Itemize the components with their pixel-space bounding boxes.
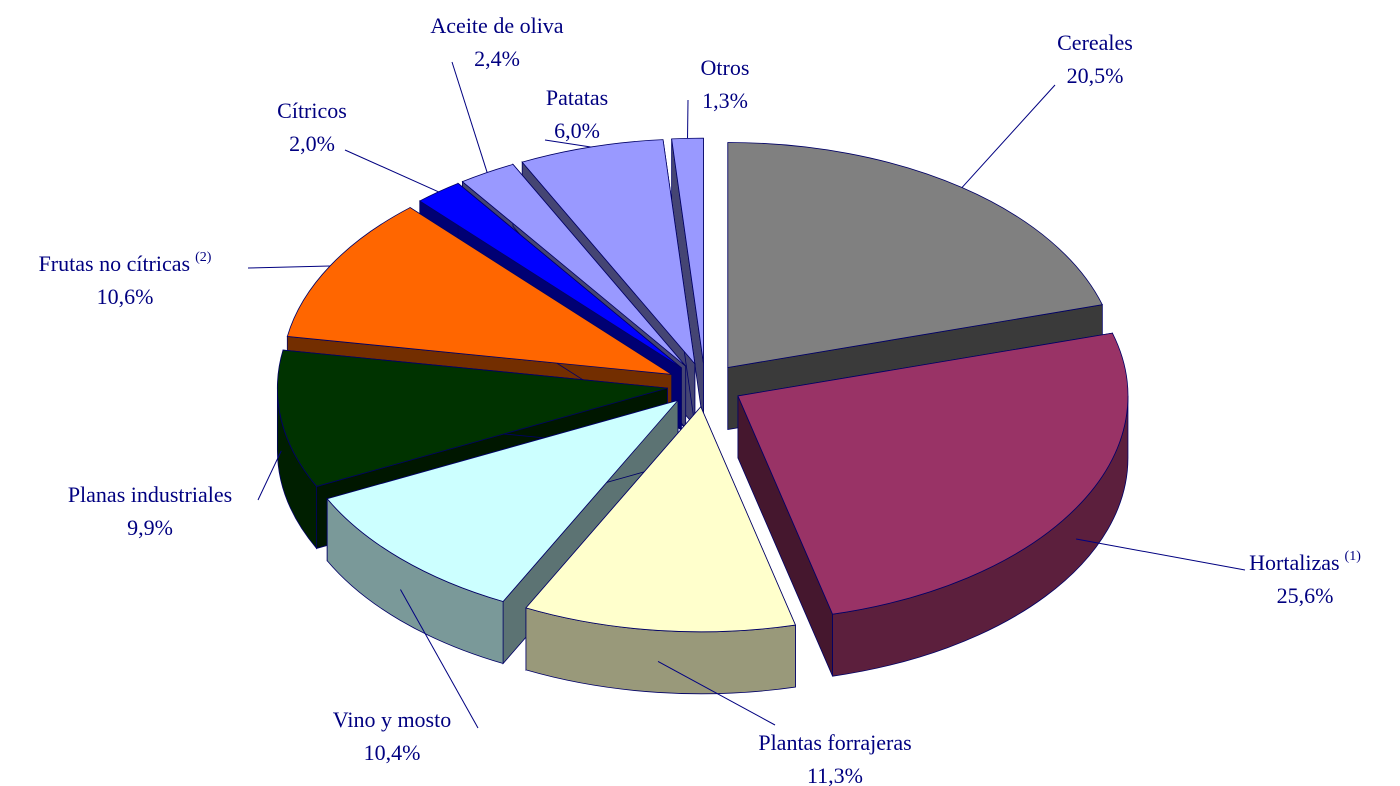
value-label: 1,3% [702, 88, 748, 113]
leader-line [451, 61, 488, 173]
category-name: Hortalizas [1249, 550, 1339, 575]
category-name: Frutas no cítricas [39, 251, 191, 276]
slice-label: Hortalizas (1) [1249, 549, 1361, 575]
slice [727, 142, 1103, 368]
slice-label: Planas industriales [68, 482, 232, 507]
category-name: Vino y mosto [333, 707, 451, 732]
value-label: 10,6% [97, 284, 154, 309]
slice [286, 207, 672, 375]
value-label: 2,4% [474, 46, 520, 71]
slice-label: Otros [701, 55, 750, 80]
slice [737, 332, 1129, 615]
value-label: 20,5% [1067, 63, 1124, 88]
category-name: Otros [701, 55, 750, 80]
slice-label: Patatas [546, 85, 608, 110]
value-label: 6,0% [554, 118, 600, 143]
category-note: (2) [195, 250, 212, 265]
value-label: 9,9% [127, 515, 173, 540]
category-note: (1) [1345, 549, 1362, 564]
category-name: Cítricos [277, 98, 347, 123]
value-label: 2,0% [289, 131, 335, 156]
category-name: Planas industriales [68, 482, 232, 507]
slice-label: Cereales [1057, 30, 1133, 55]
category-name: Aceite de oliva [430, 13, 563, 38]
slice [525, 406, 797, 633]
slice-label: Aceite de oliva [430, 13, 563, 38]
value-label: 11,3% [807, 763, 863, 786]
slice [326, 399, 680, 602]
leader-line [344, 149, 439, 193]
slice-label: Vino y mosto [333, 707, 451, 732]
leader-line [961, 84, 1056, 188]
slice-label: Plantas forrajeras [758, 730, 911, 755]
value-label: 25,6% [1277, 583, 1334, 608]
slice-label: Frutas no cítricas (2) [39, 250, 212, 276]
slice [461, 163, 686, 367]
slice [276, 349, 668, 487]
leader-line [657, 660, 776, 726]
leader-line [400, 589, 479, 729]
leader-line [1076, 538, 1246, 571]
value-label: 10,4% [364, 740, 421, 765]
category-name: Patatas [546, 85, 608, 110]
slice [418, 182, 682, 369]
leader-line [544, 139, 591, 148]
slice-label: Cítricos [277, 98, 347, 123]
category-name: Plantas forrajeras [758, 730, 911, 755]
slice [521, 139, 696, 366]
leader-line [247, 265, 330, 269]
category-name: Cereales [1057, 30, 1133, 55]
leader-line [257, 450, 282, 501]
